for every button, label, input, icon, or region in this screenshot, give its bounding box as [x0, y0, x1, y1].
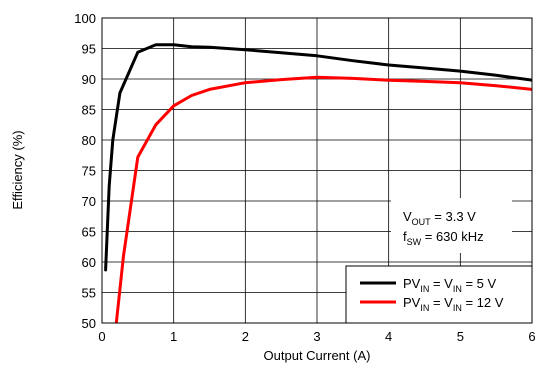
- legend-text-part: PV: [403, 295, 421, 310]
- y-tick-label: 90: [82, 72, 96, 87]
- x-tick-label: 2: [242, 329, 249, 344]
- legend-subscript: IN: [453, 284, 462, 294]
- legend-label-1: PVIN = VIN = 12 V: [403, 295, 504, 313]
- legend-subscript: IN: [453, 303, 462, 313]
- series-line-1: [114, 75, 532, 323]
- y-tick-label: 50: [82, 316, 96, 331]
- x-tick-label: 4: [385, 329, 392, 344]
- annotation-vout-main: V: [403, 209, 412, 224]
- y-axis-title: Efficiency (%): [10, 130, 25, 209]
- x-tick-label: 1: [170, 329, 177, 344]
- legend-subscript: IN: [420, 303, 429, 313]
- legend-text-part: = 5 V: [462, 276, 497, 291]
- x-tick-label: 3: [313, 329, 320, 344]
- y-tick-label: 80: [82, 133, 96, 148]
- legend-label-0: PVIN = VIN = 5 V: [403, 276, 497, 294]
- y-tick-label: 85: [82, 103, 96, 118]
- x-tick-label: 5: [457, 329, 464, 344]
- legend-text-part: = 12 V: [462, 295, 504, 310]
- y-tick-label: 75: [82, 164, 96, 179]
- legend-box: [345, 265, 533, 324]
- annotation-vout-sub: OUT: [412, 217, 432, 227]
- x-tick-label: 0: [98, 329, 105, 344]
- plot-frame: [101, 17, 533, 324]
- y-tick-labels: 50 55 60 65 70 75 80 85 90 95 100: [74, 11, 96, 331]
- legend-text-part: PV: [403, 276, 421, 291]
- series-line-0: [104, 43, 532, 272]
- annotation-vout: VOUT = 3.3 V: [403, 209, 476, 227]
- series-layer: [104, 43, 532, 323]
- y-tick-label: 70: [82, 194, 96, 209]
- annotation-box: [391, 198, 512, 253]
- annotation-fsw: fSW = 630 kHz: [403, 229, 484, 247]
- annotation-fsw-sub: SW: [407, 237, 422, 247]
- annotation-vout-rest: = 3.3 V: [431, 209, 476, 224]
- y-tick-label: 60: [82, 255, 96, 270]
- legend-subscript: IN: [420, 284, 429, 294]
- annotation-fsw-main: f: [403, 229, 407, 244]
- legend-text-part: = V: [429, 295, 453, 310]
- x-tick-labels: 0 1 2 3 4 5 6: [98, 329, 535, 344]
- y-tick-label: 100: [74, 11, 96, 26]
- legend-text-part: = V: [429, 276, 453, 291]
- y-tick-label: 65: [82, 225, 96, 240]
- x-tick-label: 6: [528, 329, 535, 344]
- x-axis-title: Output Current (A): [264, 348, 371, 363]
- y-tick-label: 55: [82, 286, 96, 301]
- annotation-fsw-rest: = 630 kHz: [421, 229, 484, 244]
- y-tick-label: 95: [82, 42, 96, 57]
